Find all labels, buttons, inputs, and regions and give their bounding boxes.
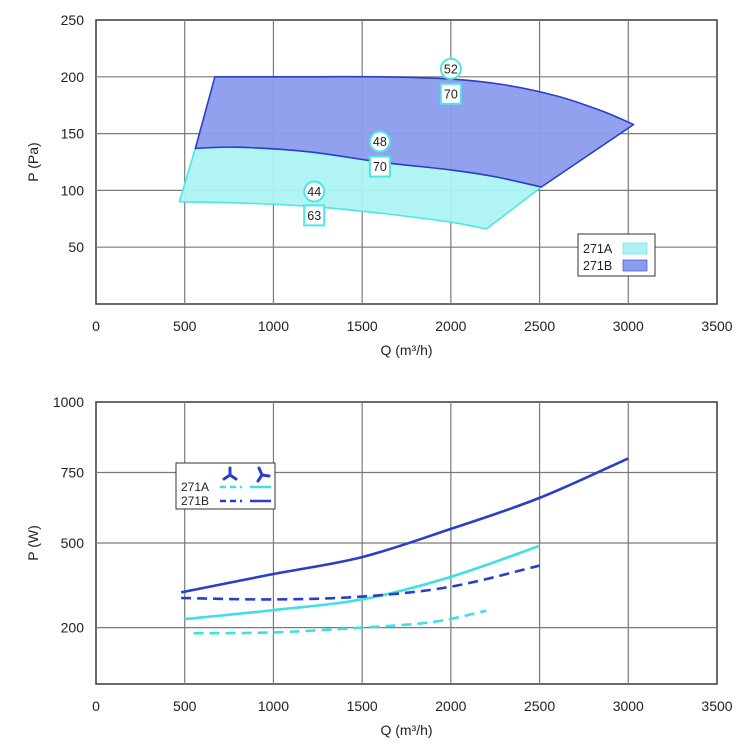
power-x-axis-label: Q (m³/h)	[380, 722, 432, 738]
pressure-legend-label: 271B	[583, 259, 612, 273]
power-x-tick-label: 500	[173, 698, 197, 714]
fan-blade-reverse-icon	[256, 466, 271, 483]
pressure-x-tick-label: 3500	[701, 318, 732, 334]
annotation-label: 44	[307, 185, 321, 199]
pressure-y-tick-label: 200	[61, 69, 85, 85]
fan-blade-icon	[222, 466, 238, 481]
noise-value-marker	[439, 82, 462, 105]
pressure-y-tick-label: 250	[61, 12, 85, 28]
noise-value-marker	[368, 155, 391, 178]
power-x-tick-label: 3000	[613, 698, 644, 714]
annotation-label: 70	[444, 87, 458, 101]
power-x-tick-label: 2000	[435, 698, 466, 714]
pressure-area-271B	[194, 75, 635, 188]
noise-level-marker	[303, 180, 326, 203]
pressure-chart: 0 500 1000 1500 2000 2500 3000 3500 50 100 150 200 2…	[25, 12, 733, 358]
noise-value-marker	[303, 204, 326, 227]
pressure-x-tick-label: 1500	[347, 318, 378, 334]
pressure-y-tick-label: 150	[61, 126, 85, 142]
pressure-x-tick-label: 1000	[258, 318, 289, 334]
power-x-tick-label: 0	[92, 698, 100, 714]
power-line-271A-dashed	[193, 609, 487, 635]
power-y-tick-label: 750	[61, 465, 85, 481]
pressure-x-axis-label: Q (m³/h)	[380, 342, 432, 358]
power-x-tick-label: 3500	[701, 698, 732, 714]
annotation-label: 48	[373, 135, 387, 149]
power-legend-label: 271A	[181, 480, 209, 494]
noise-level-marker	[368, 130, 391, 153]
annotation-label: 63	[307, 209, 321, 223]
pressure-y-tick-label: 100	[61, 182, 85, 198]
pressure-legend-label: 271A	[583, 242, 613, 256]
pressure-legend-swatch	[622, 259, 648, 272]
power-x-tick-label: 2500	[524, 698, 555, 714]
power-line-271B-dashed	[181, 564, 540, 601]
annotation-label: 70	[373, 160, 387, 174]
power-y-tick-label: 200	[61, 620, 85, 636]
annotation-label: 52	[444, 62, 458, 76]
power-y-tick-label: 1000	[53, 394, 84, 410]
power-y-tick-label: 500	[61, 535, 85, 551]
power-line-271A-solid	[184, 544, 541, 621]
pressure-x-tick-label: 0	[92, 318, 100, 334]
pressure-y-axis-label: P (Pa)	[25, 142, 41, 181]
power-chart: 0 500 1000 1500 2000 2500 3000 3500 200 500 750 100…	[25, 394, 733, 738]
power-x-tick-label: 1000	[258, 698, 289, 714]
pressure-legend-swatch	[622, 242, 648, 255]
pressure-x-tick-label: 2000	[435, 318, 466, 334]
power-legend-label: 271B	[181, 494, 209, 508]
pressure-x-tick-label: 2500	[524, 318, 555, 334]
noise-level-marker	[439, 57, 462, 80]
pressure-y-tick-label: 50	[68, 239, 84, 255]
power-y-axis-label: P (W)	[25, 525, 41, 561]
pressure-x-tick-label: 500	[173, 318, 197, 334]
power-x-tick-label: 1500	[347, 698, 378, 714]
pressure-x-tick-label: 3000	[613, 318, 644, 334]
power-line-271B-solid	[180, 457, 629, 594]
